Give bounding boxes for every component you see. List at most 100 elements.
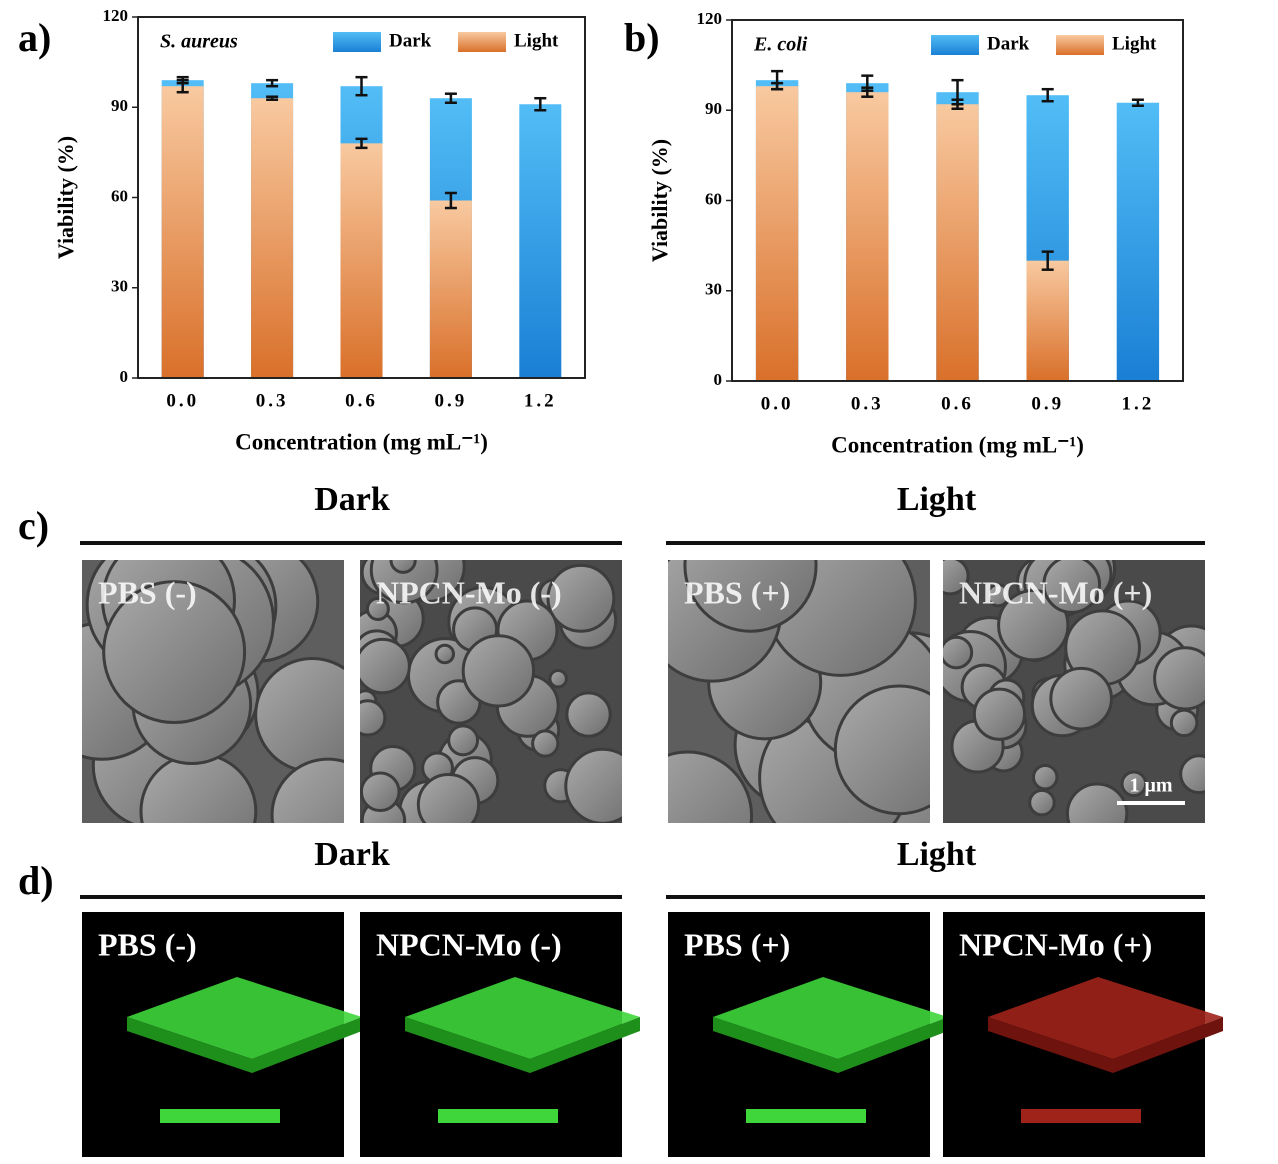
sem-particle: [1028, 788, 1056, 817]
sem-image: [668, 560, 930, 823]
panel-label: c): [18, 503, 49, 548]
x-tick-label: 0.6: [345, 390, 378, 411]
panel-label: a): [18, 15, 51, 60]
plot-frame: [731, 19, 1184, 382]
y-tick-label: 0: [120, 367, 129, 386]
image-label: PBS (+): [684, 574, 790, 610]
sem-particle: [360, 771, 401, 812]
x-tick-label: 0.3: [851, 393, 884, 414]
panel-label: d): [18, 858, 54, 903]
sem-particle: [360, 699, 387, 737]
sem-particle: [565, 691, 612, 738]
sem-particle: [1065, 782, 1129, 823]
biofilm-section: [746, 1109, 866, 1123]
y-tick-label: 90: [705, 99, 722, 118]
biofilm-section: [160, 1109, 280, 1123]
biofilm-top: [713, 977, 948, 1059]
sem-particle: [546, 563, 616, 633]
sem-particle: [254, 656, 344, 774]
y-tick-label: 120: [697, 9, 723, 28]
bar: [340, 143, 383, 378]
sem-particle: [943, 560, 970, 596]
legend-swatch: [333, 32, 381, 52]
sem-texture: [668, 560, 930, 823]
image-label: PBS (-): [98, 574, 197, 610]
sem-particle: [833, 684, 930, 816]
bar: [1116, 102, 1160, 382]
sem-particle: [102, 580, 247, 725]
biofilm-side: [988, 1017, 1113, 1073]
group-title: Dark: [314, 481, 390, 518]
sem-particle: [270, 757, 344, 823]
sem-particle: [683, 560, 818, 633]
sem-particle: [1120, 770, 1148, 798]
image-label: PBS (+): [684, 926, 790, 962]
legend-label: Dark: [987, 33, 1030, 54]
bar: [429, 200, 472, 378]
bar: [846, 92, 889, 381]
biofilm-top: [405, 977, 640, 1059]
confocal-image: [943, 912, 1223, 1157]
sem-particle: [1042, 560, 1102, 614]
biofilm-side: [1113, 1017, 1223, 1073]
sem-particle: [360, 637, 411, 695]
error-bar: [1041, 87, 1054, 103]
sem-particle: [1032, 764, 1059, 791]
sem-particle: [943, 635, 974, 670]
y-tick-label: 30: [705, 280, 722, 299]
biofilm-side: [713, 1017, 838, 1073]
sem-texture: [360, 560, 622, 823]
x-axis-title: Concentration (mg mL⁻¹): [831, 432, 1084, 457]
image-label: NPCN-Mo (+): [959, 574, 1152, 610]
confocal-image: [668, 912, 948, 1157]
bar: [1026, 260, 1069, 381]
sem-particle: [416, 773, 481, 823]
group-title: Dark: [314, 836, 390, 873]
x-tick-label: 1.2: [524, 390, 557, 411]
sem-texture: [82, 560, 344, 823]
sem-particle: [668, 750, 754, 823]
biofilm-side: [252, 1017, 362, 1073]
sem-image: [943, 560, 1205, 823]
confocal-image: [360, 912, 640, 1157]
plot-frame: [137, 16, 586, 379]
sem-particle: [531, 729, 560, 758]
bar: [936, 104, 979, 381]
y-tick-label: 90: [111, 96, 128, 115]
legend-label: Light: [514, 30, 559, 51]
sem-image: [360, 560, 622, 823]
sem-particle: [1153, 646, 1205, 711]
sem-particle: [1049, 666, 1113, 731]
image-label: NPCN-Mo (+): [959, 926, 1152, 962]
error-bar: [444, 92, 457, 104]
biofilm-side: [127, 1017, 252, 1073]
image-label: PBS (-): [98, 926, 197, 962]
plot-title: E. coli: [753, 34, 808, 56]
sem-particle: [548, 668, 568, 689]
sem-image: [82, 560, 344, 823]
x-axis-title: Concentration (mg mL⁻¹): [235, 429, 488, 454]
sem-particle: [564, 747, 622, 823]
error-bar: [534, 96, 547, 112]
biofilm-side: [530, 1017, 640, 1073]
legend-label: Light: [1112, 33, 1157, 54]
sem-texture: [943, 560, 1205, 823]
group-title: Light: [897, 836, 977, 873]
x-tick-label: 0.3: [256, 390, 289, 411]
confocal-image: [82, 912, 362, 1157]
y-tick-label: 30: [111, 277, 128, 296]
sem-particle: [986, 583, 1011, 608]
error-bar: [861, 86, 874, 98]
biofilm-section: [438, 1109, 558, 1123]
x-tick-label: 0.9: [1031, 393, 1064, 414]
y-axis-title: Viability (%): [53, 136, 78, 259]
bar: [251, 98, 294, 378]
bar: [519, 104, 562, 378]
sem-particle: [389, 560, 417, 574]
sem-particle: [1169, 708, 1199, 738]
sem-particle: [447, 724, 480, 757]
legend-swatch: [458, 32, 506, 52]
legend-label: Dark: [389, 30, 432, 51]
biofilm-side: [838, 1017, 948, 1073]
